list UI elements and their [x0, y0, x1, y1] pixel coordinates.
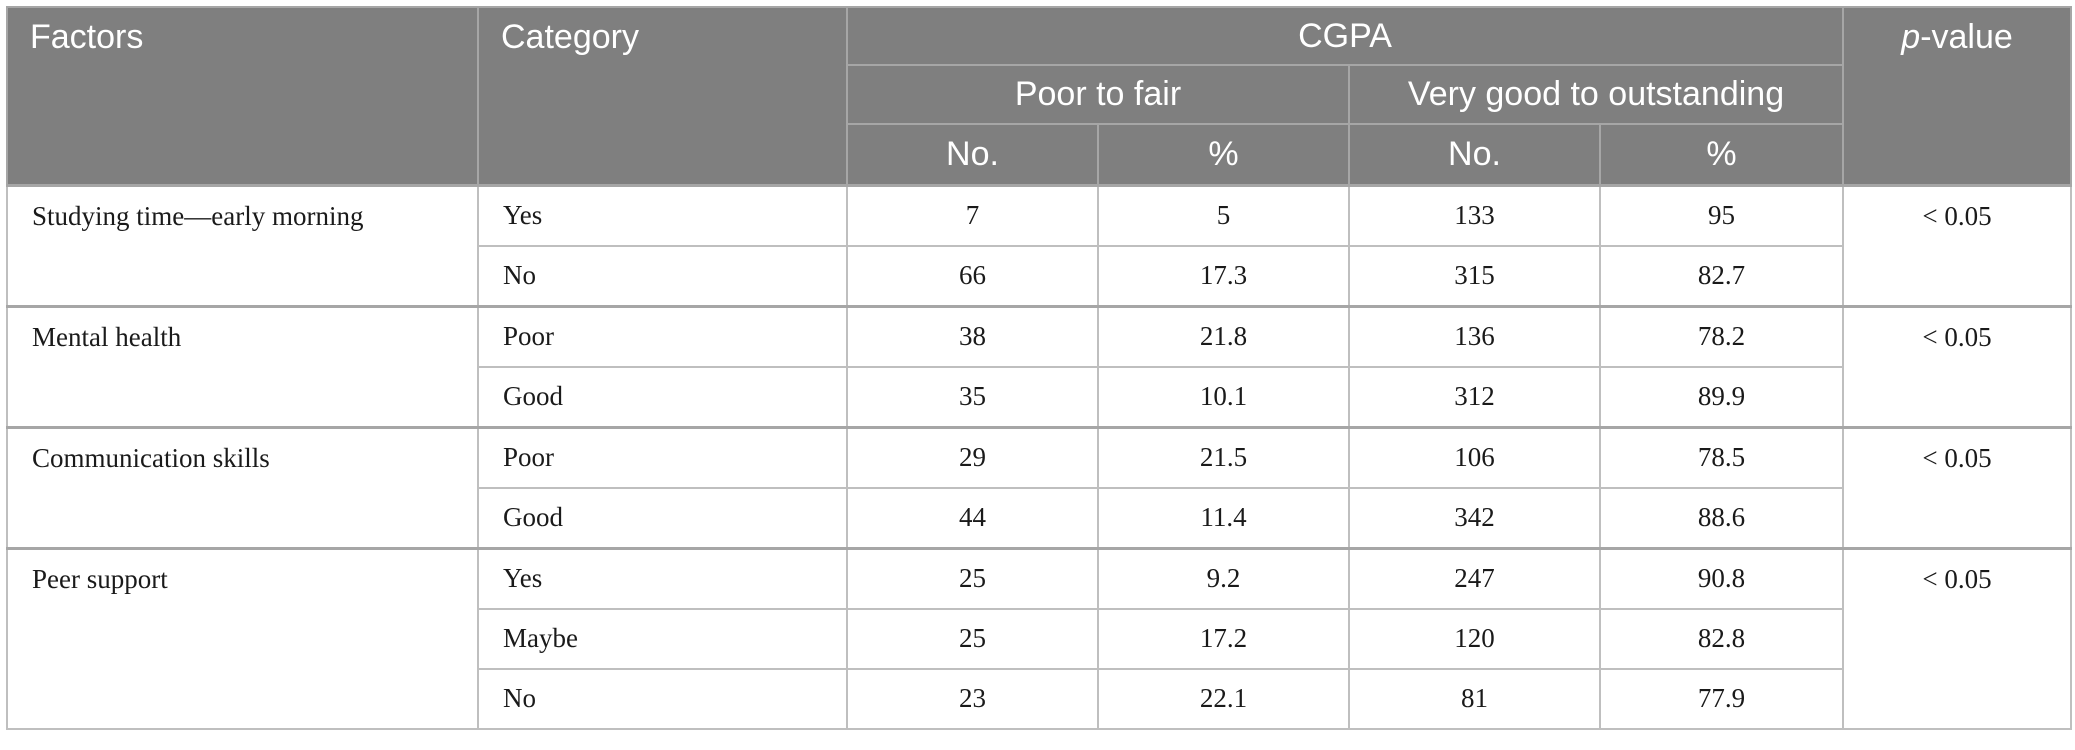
- header-p-letter: p: [1901, 18, 1921, 56]
- poor-pct-cell: 10.1: [1097, 365, 1350, 428]
- good-pct-cell: 78.2: [1598, 304, 1845, 368]
- table-row: Maybe 25 17.2 120 82.8: [7, 607, 2071, 670]
- good-no-cell: 342: [1348, 486, 1601, 549]
- good-no-cell: 136: [1348, 304, 1601, 368]
- table-row: Mental health Poor 38 21.8 136 78.2 < 0.…: [6, 304, 2073, 428]
- good-pct-cell: 77.9: [1598, 667, 1845, 730]
- good-no-cell: 247: [1348, 546, 1601, 610]
- factor-cell: Peer support: [6, 546, 479, 730]
- good-pct-cell: 88.6: [1598, 486, 1845, 549]
- poor-no-cell: 7: [846, 183, 1099, 247]
- factor-cell: Mental health: [6, 304, 479, 428]
- poor-pct-cell: 22.1: [1097, 667, 1350, 730]
- poor-no-cell: 25: [846, 546, 1099, 610]
- poor-pct-cell: 11.4: [1097, 486, 1350, 549]
- category-cell: Good: [477, 486, 848, 549]
- poor-pct-cell: 21.8: [1097, 304, 1350, 368]
- table-row: No 66 17.3 315 82.7: [7, 244, 2071, 307]
- good-pct-cell: 90.8: [1598, 546, 1845, 610]
- poor-pct-cell: 17.2: [1097, 607, 1350, 670]
- poor-pct-cell: 9.2: [1097, 546, 1350, 610]
- poor-no-cell: 44: [846, 486, 1099, 549]
- header-p-suffix: -value: [1920, 18, 2013, 56]
- poor-no-cell: 66: [846, 244, 1099, 307]
- table-row: Good 35 10.1 312 89.9: [7, 365, 2071, 428]
- category-cell: Poor: [477, 304, 848, 368]
- good-no-cell: 120: [1348, 607, 1601, 670]
- header-poor-pct: %: [1097, 123, 1350, 186]
- table-header: Factors Category CGPA p-value Poor to fa…: [6, 6, 2073, 186]
- category-cell: No: [477, 667, 848, 730]
- poor-no-cell: 23: [846, 667, 1099, 730]
- category-cell: No: [477, 244, 848, 307]
- good-pct-cell: 82.7: [1598, 244, 1845, 307]
- category-cell: Yes: [477, 546, 848, 610]
- poor-no-cell: 29: [846, 425, 1099, 489]
- good-pct-cell: 82.8: [1598, 607, 1845, 670]
- poor-pct-cell: 17.3: [1097, 244, 1350, 307]
- header-very-good-to-outstanding: Very good to outstanding: [1347, 64, 1845, 125]
- category-cell: Poor: [477, 425, 848, 489]
- factor-cell: Communication skills: [6, 425, 479, 549]
- header-poor-no: No.: [846, 123, 1099, 186]
- p-value-cell: < 0.05: [1842, 304, 2073, 428]
- table-row: Communication skills Poor 29 21.5 106 78…: [6, 425, 2073, 549]
- category-cell: Yes: [477, 183, 848, 247]
- category-cell: Good: [477, 365, 848, 428]
- results-table: Factors Category CGPA p-value Poor to fa…: [6, 6, 2073, 730]
- table-row: Good 44 11.4 342 88.6: [7, 486, 2071, 549]
- good-no-cell: 315: [1348, 244, 1601, 307]
- header-category: Category: [477, 6, 848, 186]
- poor-pct-cell: 5: [1097, 183, 1350, 247]
- table-body: Studying time—early morning Yes 7 5 133 …: [6, 183, 2073, 730]
- good-pct-cell: 89.9: [1598, 365, 1845, 428]
- good-no-cell: 106: [1348, 425, 1601, 489]
- p-value-cell: < 0.05: [1842, 183, 2073, 307]
- poor-no-cell: 25: [846, 607, 1099, 670]
- header-good-pct: %: [1598, 123, 1845, 186]
- poor-no-cell: 35: [846, 365, 1099, 428]
- header-good-no: No.: [1348, 123, 1601, 186]
- header-cgpa: CGPA: [845, 6, 1845, 66]
- category-cell: Maybe: [477, 607, 848, 670]
- table-row: Peer support Yes 25 9.2 247 90.8 < 0.05: [6, 546, 2073, 730]
- good-pct-cell: 78.5: [1598, 425, 1845, 489]
- good-pct-cell: 95: [1598, 183, 1845, 247]
- header-p-value: p-value: [1842, 6, 2073, 186]
- good-no-cell: 312: [1348, 365, 1601, 428]
- table-row: Studying time—early morning Yes 7 5 133 …: [6, 183, 2073, 307]
- poor-pct-cell: 21.5: [1097, 425, 1350, 489]
- factor-cell: Studying time—early morning: [6, 183, 479, 307]
- p-value-cell: < 0.05: [1842, 546, 2073, 730]
- header-poor-to-fair: Poor to fair: [846, 64, 1350, 125]
- good-no-cell: 133: [1348, 183, 1601, 247]
- p-value-cell: < 0.05: [1842, 425, 2073, 549]
- header-factors: Factors: [6, 6, 479, 186]
- good-no-cell: 81: [1348, 667, 1601, 730]
- table-row: No 23 22.1 81 77.9: [7, 667, 2071, 730]
- poor-no-cell: 38: [846, 304, 1099, 368]
